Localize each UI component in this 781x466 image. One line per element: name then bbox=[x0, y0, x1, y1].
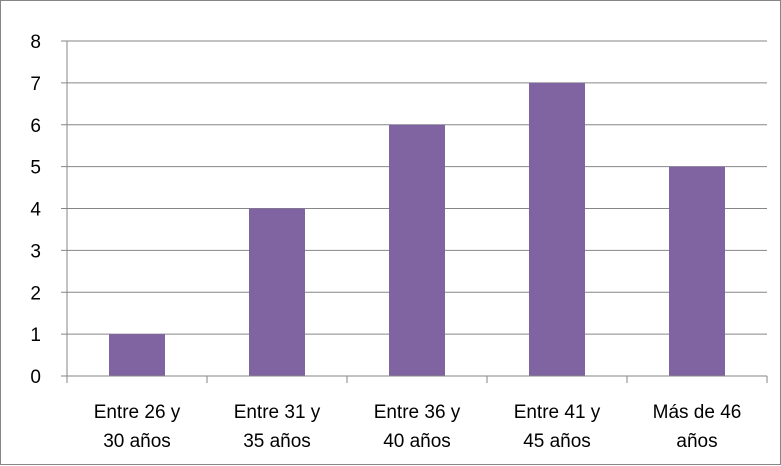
x-category-label: 35 años bbox=[243, 431, 311, 452]
x-category-label: Entre 41 y bbox=[514, 402, 601, 423]
y-tick-label: 4 bbox=[30, 200, 41, 221]
bars bbox=[109, 82, 725, 376]
x-category-label: 40 años bbox=[383, 431, 451, 452]
x-category-label: 45 años bbox=[523, 431, 591, 452]
bar bbox=[249, 208, 305, 376]
bar bbox=[389, 124, 445, 376]
x-category-label: 30 años bbox=[103, 431, 171, 452]
y-tick-label: 0 bbox=[30, 367, 41, 388]
x-category-label: años bbox=[676, 431, 717, 452]
x-category-label: Entre 26 y bbox=[94, 402, 181, 423]
y-tick-label: 7 bbox=[30, 74, 41, 95]
bar bbox=[109, 334, 165, 376]
x-category-label: Más de 46 bbox=[653, 402, 742, 423]
bar bbox=[529, 82, 585, 376]
x-category-label: Entre 36 y bbox=[374, 402, 461, 423]
y-tick-label: 1 bbox=[30, 325, 41, 346]
x-category-label: Entre 31 y bbox=[234, 402, 321, 423]
y-tick-label: 5 bbox=[30, 158, 41, 179]
axes bbox=[61, 40, 768, 383]
bar bbox=[669, 166, 725, 376]
y-tick-label: 3 bbox=[30, 241, 41, 262]
y-tick-label: 2 bbox=[30, 283, 41, 304]
y-tick-label: 6 bbox=[30, 116, 41, 137]
y-tick-label: 8 bbox=[30, 32, 41, 53]
labels: 0 1 2 3 4 5 6 7 8 Entre 26 y 30 años Entre 31 y 35 a… bbox=[30, 32, 741, 452]
